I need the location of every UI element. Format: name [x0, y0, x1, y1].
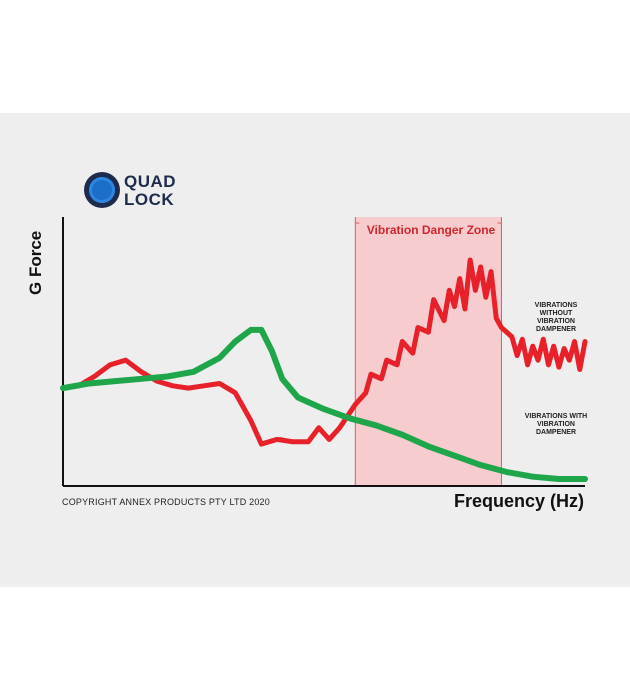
series-line-with-dampener [60, 326, 588, 483]
danger-zone-label: Vibration Danger Zone [366, 223, 496, 237]
copyright-text: COPYRIGHT ANNEX PRODUCTS PTY LTD 2020 [62, 497, 270, 507]
logo-emblem-icon [84, 172, 120, 208]
danger-zone-region [355, 217, 502, 486]
chart-canvas [60, 217, 588, 487]
legend-without-dampener: VIBRATIONS WITHOUT VIBRATION DAMPENER [534, 302, 578, 333]
logo-word-2: LOCK [124, 190, 175, 209]
legend-with-dampener: VIBRATIONS WITH VIBRATION DAMPENER [524, 413, 588, 436]
y-axis-label: G Force [26, 230, 45, 295]
chart-panel: QUAD LOCK G Force Frequency (Hz) COPYRIG… [0, 113, 630, 587]
x-axis-label: Frequency (Hz) [453, 491, 584, 511]
logo-word-1: QUAD [124, 172, 177, 191]
series-line-without-dampener [60, 257, 588, 447]
quad-lock-logo: QUAD LOCK [84, 172, 204, 212]
